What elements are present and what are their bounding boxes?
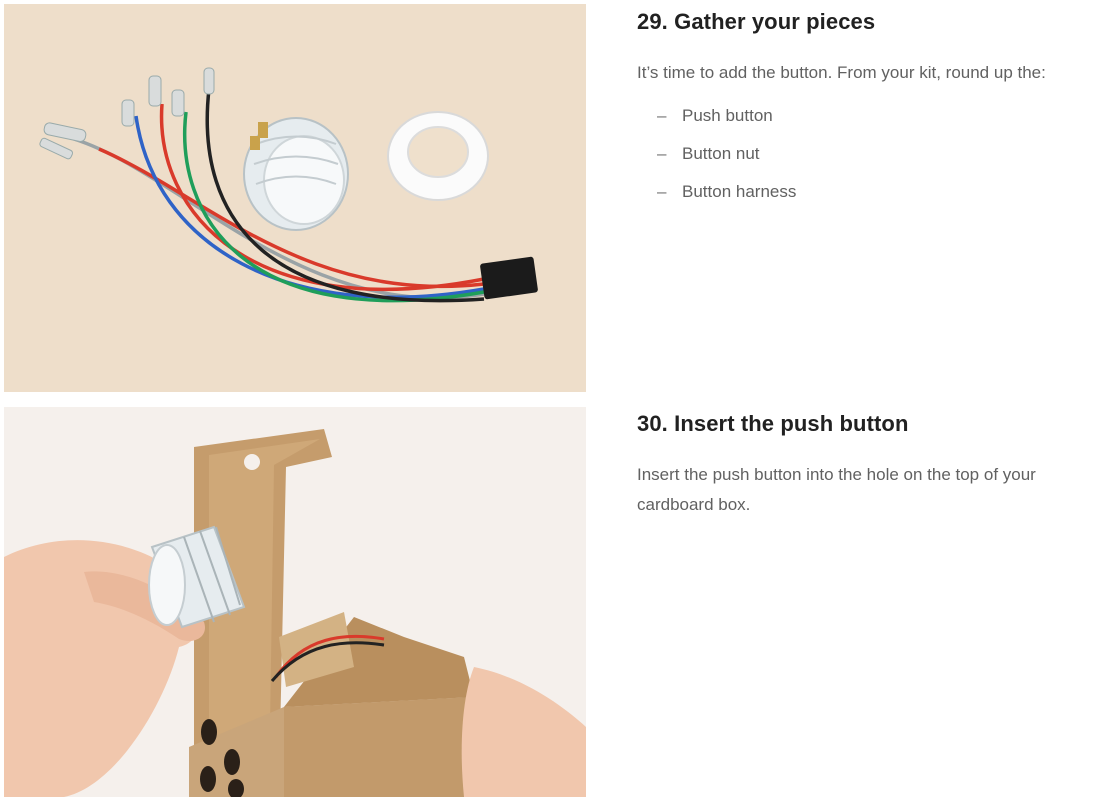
step-30-text: 30. Insert the push button Insert the pu…	[637, 408, 1092, 520]
bullet-dash: –	[657, 106, 667, 125]
step-description: Insert the push button into the hole on …	[637, 465, 1036, 514]
list-item-label: Push button	[682, 106, 773, 125]
step-29: 29. Gather your pieces It’s time to add …	[0, 0, 1098, 400]
step-30: 30. Insert the push button Insert the pu…	[0, 400, 1098, 805]
step-description: It’s time to add the button. From your k…	[637, 63, 1046, 82]
bullet-dash: –	[657, 144, 667, 163]
step-number: 29.	[637, 9, 668, 34]
bullet-dash: –	[657, 182, 667, 201]
list-item-label: Button nut	[682, 144, 760, 163]
step-title-text: Gather your pieces	[674, 9, 876, 34]
list-item: – Button nut	[637, 135, 1092, 173]
list-item-label: Button harness	[682, 182, 797, 201]
step-title: 30. Insert the push button	[637, 408, 1092, 440]
list-item: – Button harness	[637, 173, 1092, 211]
step-number: 30.	[637, 411, 668, 436]
step-title: 29. Gather your pieces	[637, 6, 1092, 38]
list-item: – Push button	[637, 97, 1092, 135]
insert-button-photo	[4, 407, 586, 797]
step-29-text: 29. Gather your pieces It’s time to add …	[637, 6, 1092, 211]
pieces-list: – Push button – Button nut – Button harn…	[637, 97, 1092, 211]
step-title-text: Insert the push button	[674, 411, 909, 436]
parts-photo	[4, 4, 586, 392]
